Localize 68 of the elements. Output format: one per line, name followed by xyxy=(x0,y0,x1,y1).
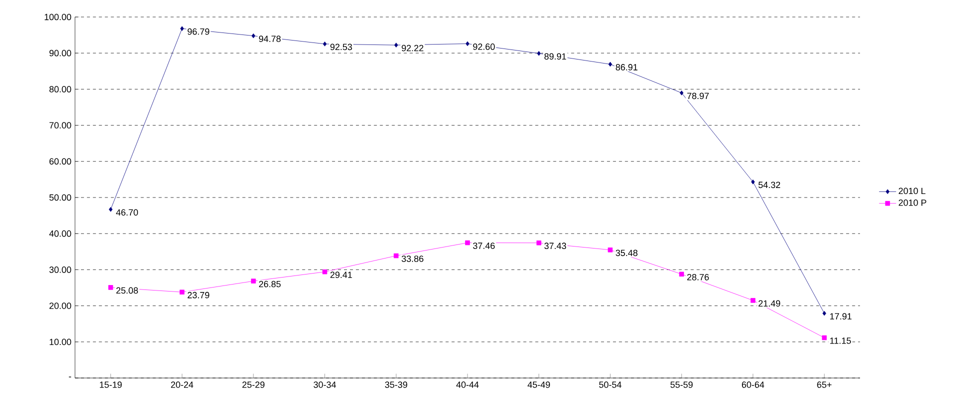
point xyxy=(251,278,256,284)
point xyxy=(822,335,827,340)
point xyxy=(608,248,613,252)
y-tick-label: 30.00 xyxy=(49,266,72,273)
x-tick-label: 15-19 xyxy=(100,382,122,388)
point xyxy=(679,272,684,277)
x-tick-label: 30-34 xyxy=(314,382,336,388)
x-tick-label: 35-39 xyxy=(385,382,408,388)
y-tick-label: 20.00 xyxy=(49,302,72,309)
point xyxy=(822,310,826,316)
point xyxy=(751,180,755,184)
data-label: 25.08 xyxy=(116,287,138,294)
y-tick-label: - xyxy=(68,376,72,378)
point xyxy=(608,62,612,67)
point xyxy=(680,90,684,96)
point xyxy=(180,26,184,31)
data-label: 46.70 xyxy=(116,209,138,216)
data-label: 92.60 xyxy=(473,44,495,50)
x-tick-label: 25-29 xyxy=(242,382,264,388)
point xyxy=(180,290,184,295)
data-label: 17.91 xyxy=(830,313,852,320)
data-label: 86.91 xyxy=(616,64,638,70)
x-tick-label: 60-64 xyxy=(742,382,764,388)
legend-label: 2010 P xyxy=(898,199,926,206)
x-tick-label: 50-54 xyxy=(599,382,622,388)
point xyxy=(108,285,114,290)
data-label: 28.76 xyxy=(687,274,709,280)
data-label: 92.22 xyxy=(402,44,424,52)
x-tick-label: 20-24 xyxy=(171,382,194,388)
y-tick-label: 10.00 xyxy=(50,338,72,346)
data-label: 94.78 xyxy=(259,36,281,42)
y-tick-label: 40.00 xyxy=(49,230,72,237)
point xyxy=(465,240,470,246)
y-tick-label: 50.00 xyxy=(49,194,72,201)
data-label: 78.97 xyxy=(687,92,709,100)
point xyxy=(466,41,470,46)
data-label: 54.32 xyxy=(758,182,780,188)
x-tick-label: 40-44 xyxy=(456,382,479,388)
data-label: 21.49 xyxy=(758,300,780,307)
point xyxy=(750,298,756,303)
point xyxy=(536,240,542,246)
data-label: 23.79 xyxy=(188,292,210,298)
point xyxy=(537,51,541,56)
point xyxy=(108,207,113,212)
data-label: 96.79 xyxy=(188,28,210,35)
legend-label: 2010 L xyxy=(898,188,926,194)
data-label: 92.53 xyxy=(330,44,352,50)
data-label: 26.85 xyxy=(259,280,281,288)
data-label: 35.48 xyxy=(616,250,638,256)
point xyxy=(322,42,327,46)
x-tick-label: 55-59 xyxy=(670,382,693,388)
data-label: 29.41 xyxy=(330,272,352,278)
point xyxy=(252,33,256,38)
data-label: 37.46 xyxy=(473,242,495,249)
data-label: 37.43 xyxy=(544,242,566,250)
y-tick-label: 60.00 xyxy=(49,158,72,165)
point xyxy=(394,42,398,48)
y-tick-label: 90.00 xyxy=(49,50,72,56)
x-tick-label: 65+ xyxy=(817,382,832,388)
y-tick-label: 70.00 xyxy=(49,122,72,128)
y-tick-label: 100.00 xyxy=(44,14,72,20)
data-label: 11.15 xyxy=(830,338,851,344)
y-tick-label: 80.00 xyxy=(49,86,72,92)
data-label: 33.86 xyxy=(402,256,424,262)
point xyxy=(322,269,328,274)
data-label: 89.91 xyxy=(544,53,566,60)
point xyxy=(394,253,399,258)
x-tick-label: 45-49 xyxy=(528,382,550,388)
